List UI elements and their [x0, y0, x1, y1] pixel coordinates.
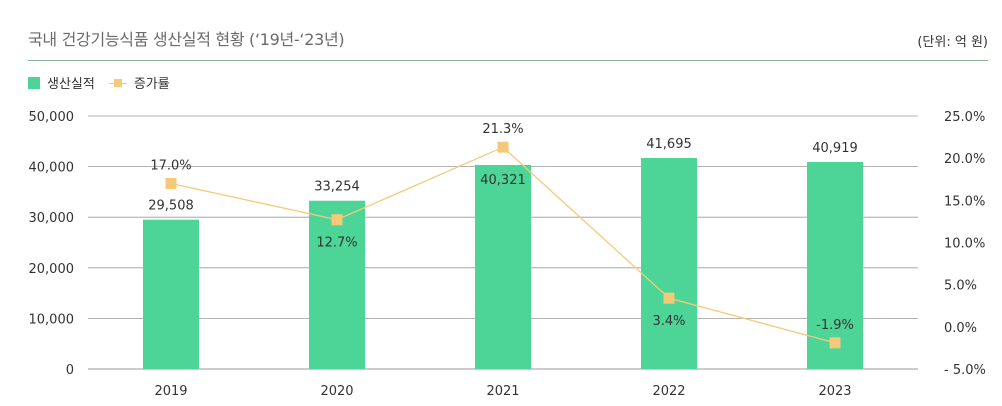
- y-right-tick-label: 15.0%: [944, 194, 985, 209]
- y-right-tick-label: 10.0%: [944, 237, 985, 252]
- bar-value-label: 40,321: [480, 173, 526, 188]
- x-tick-label: 2023: [818, 384, 851, 399]
- bar: [807, 161, 863, 369]
- chart-title: 국내 건강기능식품 생산실적 현황 (‘19년-‘23년): [28, 30, 345, 49]
- growth-rate-marker: [165, 177, 177, 189]
- x-tick-label: 2021: [486, 384, 519, 399]
- y-left-tick-label: 40,000: [29, 161, 75, 176]
- y-left-tick-label: 50,000: [29, 110, 75, 125]
- growth-rate-label: 3.4%: [652, 314, 685, 329]
- legend: 생산실적 증가률: [28, 73, 184, 92]
- legend-item-bar: 생산실적: [28, 73, 95, 92]
- title-divider: [28, 60, 988, 61]
- y-left-tick-label: 10,000: [29, 312, 75, 327]
- y-left-tick-label: 0: [66, 363, 74, 378]
- y-right-tick-label: 0.0%: [944, 321, 977, 336]
- legend-item-line: 증가률: [108, 73, 170, 92]
- bar-value-label: 41,695: [646, 137, 692, 152]
- growth-rate-marker: [497, 141, 509, 153]
- bar-value-label: 40,919: [812, 141, 858, 156]
- growth-rate-label: -1.9%: [816, 318, 854, 333]
- x-tick-label: 2022: [652, 384, 685, 399]
- growth-rate-marker: [331, 214, 343, 226]
- growth-rate-marker: [829, 337, 841, 349]
- x-tick-label: 2020: [320, 384, 353, 399]
- unit-label: (단위: 억 원): [917, 35, 988, 50]
- x-tick-label: 2019: [154, 384, 187, 399]
- legend-line-label: 증가률: [133, 77, 170, 92]
- y-right-tick-label: 5.0%: [944, 279, 977, 294]
- legend-line-swatch: [108, 77, 127, 89]
- bar-value-label: 33,254: [314, 180, 360, 195]
- growth-rate-label: 12.7%: [316, 236, 357, 251]
- growth-rate-label: 21.3%: [482, 122, 523, 137]
- bar: [641, 158, 697, 369]
- y-right-tick-label: 20.0%: [944, 152, 985, 167]
- y-left-tick-label: 30,000: [29, 211, 75, 226]
- bar: [475, 164, 531, 369]
- y-right-tick-label: 25.0%: [944, 110, 985, 125]
- bar-value-label: 29,508: [148, 199, 194, 214]
- y-right-tick-label: - 5.0%: [944, 363, 986, 378]
- growth-rate-label: 17.0%: [150, 158, 191, 173]
- legend-bar-swatch: [28, 76, 40, 89]
- growth-rate-marker: [663, 292, 675, 304]
- y-left-tick-label: 20,000: [29, 262, 75, 277]
- bar: [309, 200, 365, 369]
- bar: [143, 219, 199, 369]
- legend-bar-label: 생산실적: [47, 77, 95, 92]
